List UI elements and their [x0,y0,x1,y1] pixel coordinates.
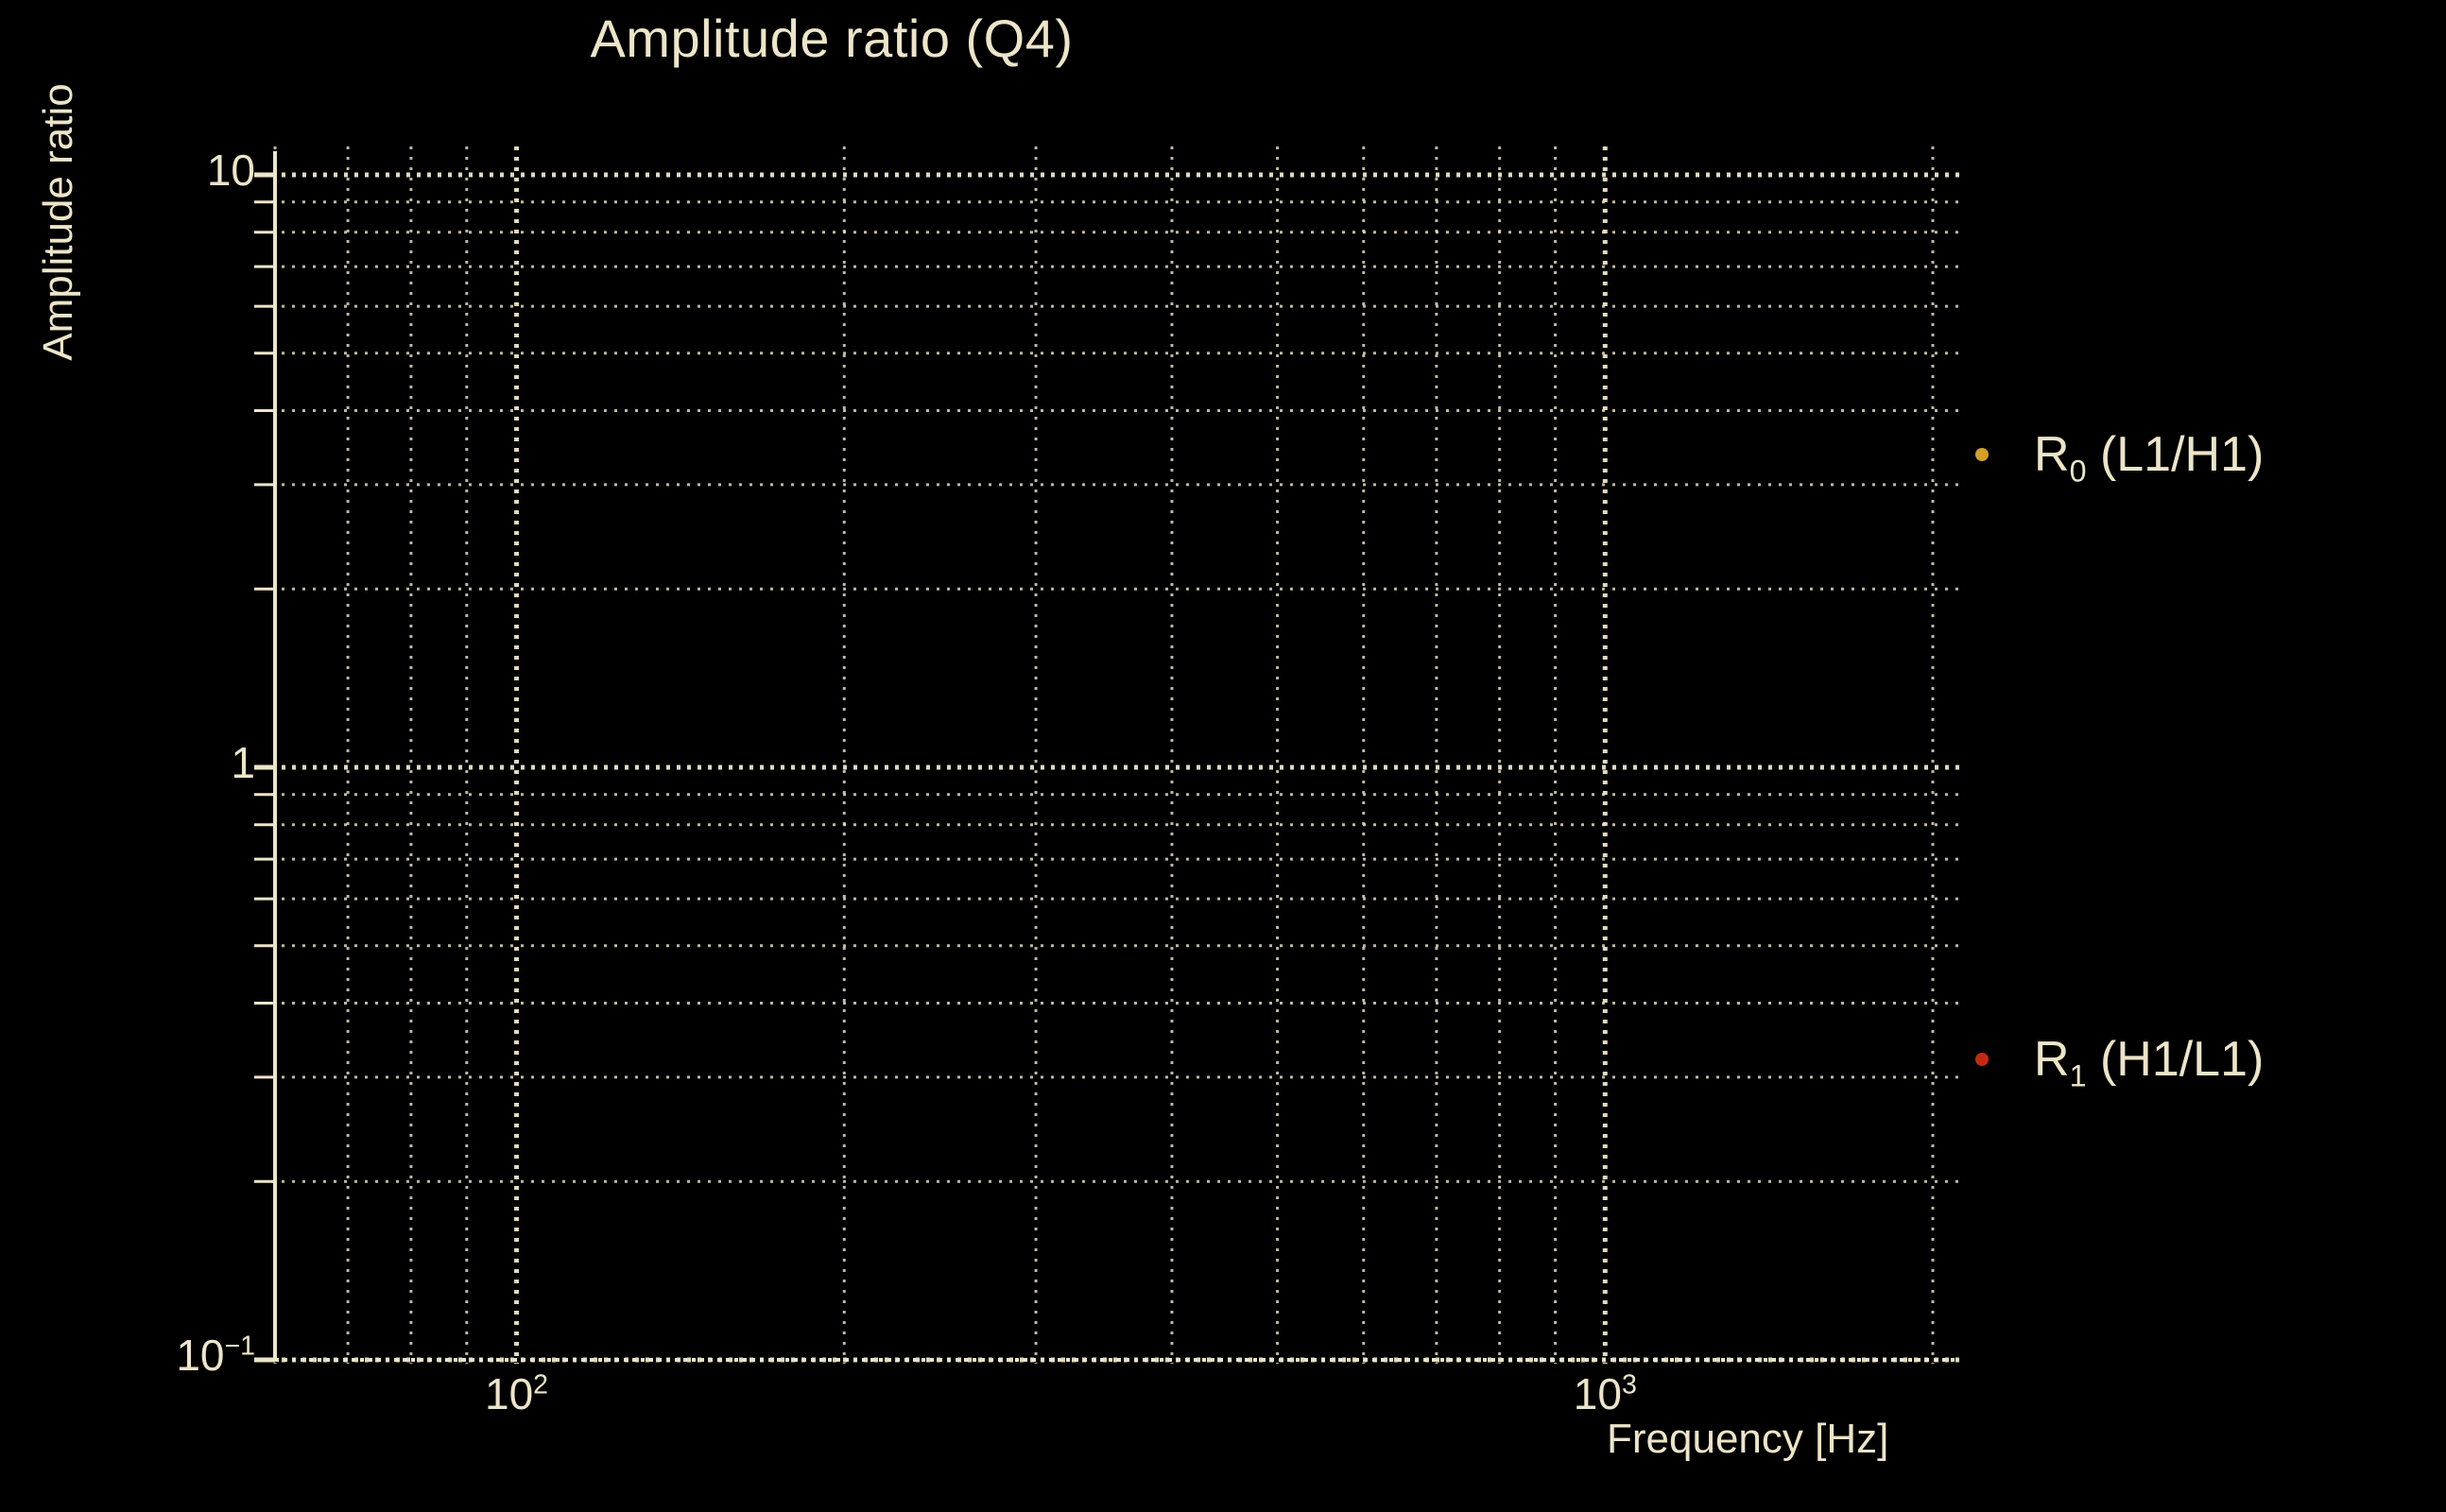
legend-label: R0 (L1/H1) [2034,427,2265,489]
x-tick-label: 102 [485,1369,549,1418]
legend-label: R1 (H1/L1) [2034,1032,2265,1093]
x-tick-label: 103 [1573,1369,1637,1418]
y-tick-label-group: 10 1 10−1 [113,0,255,1512]
legend-marker-icon [1975,448,1989,461]
x-axis-title: Frequency [Hz] [1607,1416,1889,1462]
plot-area [254,146,1959,1364]
y-axis-title: Amplitude ratio [35,83,81,361]
chart-title: Amplitude ratio (Q4) [590,9,1074,68]
legend-entry[interactable]: R0 (L1/H1) [1975,427,2265,489]
y-tick-label: 10−1 [176,1331,255,1380]
y-tick-label: 10 [206,146,255,195]
grid-lines [254,146,1959,1364]
legend-marker-icon [1975,1053,1989,1066]
y-tick-label: 1 [231,738,255,787]
legend-entry[interactable]: R1 (H1/L1) [1975,1032,2265,1093]
data-points-layer [275,175,1933,1360]
chart-legend: R0 (L1/H1) R1 (H1/L1) [1975,0,2446,1512]
